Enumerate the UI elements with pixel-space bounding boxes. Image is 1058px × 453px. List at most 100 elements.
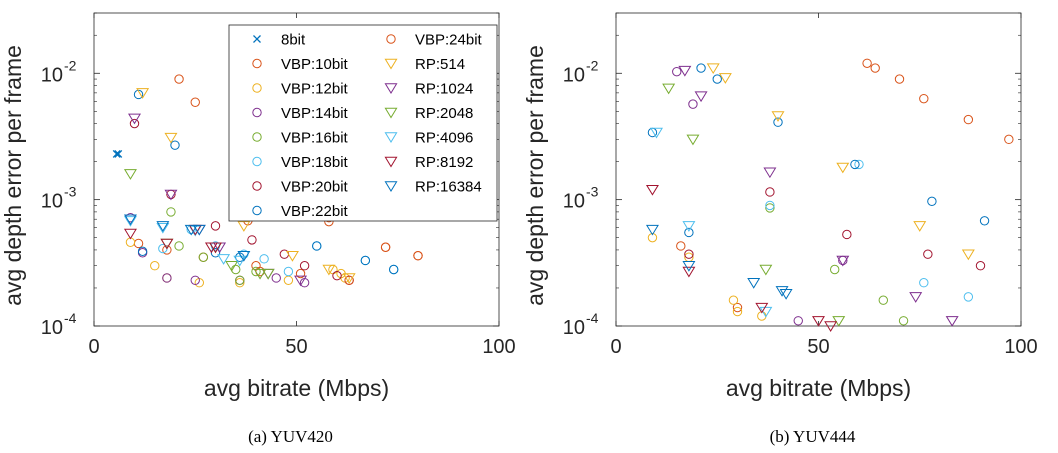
data-point — [164, 132, 178, 144]
data-point — [712, 74, 722, 84]
data-point — [136, 88, 150, 99]
x-tick-label: 50 — [285, 336, 307, 358]
data-point — [765, 187, 775, 197]
series-vbp-16bit — [166, 207, 261, 285]
data-point — [332, 271, 342, 281]
data-point — [128, 113, 141, 125]
data-point — [123, 228, 137, 240]
data-point — [854, 159, 864, 170]
x-axis-title: avg bitrate (Mbps) — [726, 375, 911, 401]
data-point — [650, 127, 663, 139]
data-point — [672, 66, 682, 77]
y-tick-exponent: -4 — [586, 310, 599, 326]
x-tick-label: 100 — [1004, 336, 1037, 358]
data-point — [662, 83, 676, 95]
data-point — [123, 214, 137, 226]
data-point — [775, 286, 789, 297]
data-point — [812, 316, 825, 327]
data-point — [647, 232, 658, 243]
series-rp-4096 — [650, 127, 773, 318]
data-point — [706, 63, 720, 75]
data-point — [696, 63, 706, 73]
data-point — [133, 238, 144, 249]
legend-marker — [384, 156, 398, 168]
y-tick-label: 10 — [41, 317, 63, 339]
x-tick-label: 0 — [610, 336, 621, 358]
data-point — [945, 316, 959, 327]
y-tick-exponent: -3 — [64, 184, 77, 200]
data-point — [870, 63, 880, 73]
series-rp-8192 — [123, 224, 222, 254]
figure-caption: (b) YUV444 — [770, 427, 856, 446]
data-point — [676, 241, 686, 251]
legend-marker — [252, 83, 262, 93]
data-point — [1004, 134, 1014, 145]
data-point — [259, 254, 269, 264]
data-point — [192, 224, 206, 236]
data-point — [961, 249, 975, 261]
data-point — [344, 275, 354, 285]
data-point — [732, 306, 743, 317]
legend-label: RP:514 — [415, 56, 465, 73]
legend-label: VBP:14bit — [281, 105, 349, 122]
data-point — [963, 292, 974, 302]
data-point — [210, 221, 221, 231]
data-point — [732, 302, 743, 313]
data-point — [380, 242, 391, 252]
data-point — [251, 266, 261, 277]
legend-label: VBP:16bit — [281, 130, 349, 147]
data-point — [923, 249, 933, 259]
legend-label: RP:2048 — [415, 105, 473, 122]
series-rp-16384 — [645, 224, 793, 300]
legend-label: RP:1024 — [415, 81, 473, 98]
data-point — [645, 184, 659, 196]
data-point — [237, 251, 251, 262]
data-point — [253, 268, 267, 280]
data-point — [294, 275, 308, 287]
data-point — [747, 278, 761, 289]
data-point — [235, 252, 245, 262]
data-point — [684, 249, 694, 259]
data-point — [198, 252, 209, 262]
data-point — [765, 203, 775, 213]
data-point — [209, 242, 222, 254]
data-point — [166, 207, 176, 217]
data-point — [824, 321, 838, 333]
data-point — [285, 251, 299, 262]
data-point — [235, 278, 245, 288]
legend-box — [228, 24, 498, 222]
data-point — [247, 235, 257, 245]
series-rp-2048 — [662, 83, 846, 327]
y-tick-label: 10 — [563, 191, 585, 213]
data-point — [299, 261, 310, 271]
data-point — [759, 306, 773, 318]
legend-label: VBP:22bit — [281, 203, 349, 220]
legend-marker — [384, 181, 398, 193]
y-axis-title: avg depth error per frame — [0, 45, 26, 306]
data-point — [114, 149, 123, 158]
y-tick-label: 10 — [41, 64, 63, 86]
data-point — [755, 302, 769, 314]
legend-label: 8bit — [281, 32, 306, 49]
data-point — [112, 149, 121, 158]
x-tick-label: 50 — [807, 336, 829, 358]
legend-label: VBP:10bit — [281, 56, 349, 73]
series-rp-514 — [136, 88, 356, 284]
data-point — [979, 216, 990, 226]
legend-label: VBP:24bit — [415, 32, 483, 49]
data-point — [137, 246, 148, 257]
data-point — [836, 255, 850, 267]
data-point — [793, 316, 803, 326]
data-point — [678, 65, 692, 77]
data-point — [682, 221, 696, 232]
y-tick-label: 10 — [563, 64, 585, 86]
data-point — [862, 58, 872, 68]
legend: 8bit VBP:10bit VBP:12bit VBP:14bit VBP:16bit… — [228, 24, 498, 222]
x-axis-title: avg bitrate (Mbps) — [204, 375, 389, 401]
series-vbp-12bit — [647, 232, 767, 321]
data-point — [190, 275, 200, 285]
data-point — [312, 241, 322, 251]
legend-label: VBP:12bit — [281, 81, 349, 98]
legend-marker — [252, 156, 262, 167]
data-point — [156, 221, 170, 232]
